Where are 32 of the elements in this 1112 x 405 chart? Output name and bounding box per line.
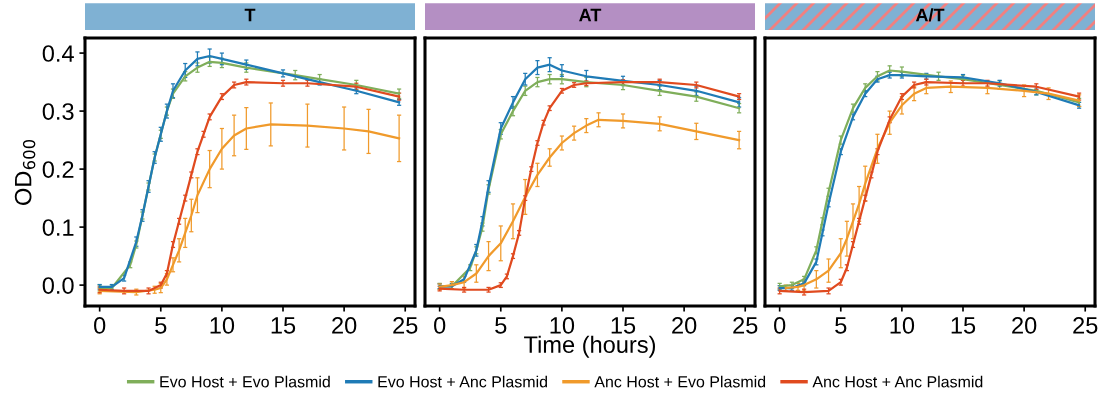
chart-title: A/T: [915, 8, 945, 22]
legend-label: Evo Host + Anc Plasmid: [378, 375, 547, 388]
x-tick-label: 5: [835, 317, 847, 334]
y-axis-title: OD$_{600}$: [14, 139, 36, 205]
x-tick-label: 0: [774, 317, 786, 334]
x-tick-label: 15: [951, 317, 976, 334]
x-axis-title: Time (hours): [524, 335, 655, 358]
x-tick-label: 0: [434, 317, 446, 334]
x-tick-label: 20: [1012, 317, 1037, 334]
x-tick-label: 10: [550, 317, 575, 334]
x-tick-label: 15: [611, 317, 636, 334]
y-tick-label: 0.4: [42, 45, 74, 62]
y-tick-label: 0.0: [42, 277, 74, 294]
x-tick-label: 15: [271, 317, 296, 334]
x-tick-label: 5: [495, 317, 507, 334]
chart-title: T: [244, 8, 256, 22]
x-tick-label: 0: [94, 317, 106, 334]
x-tick-label: 5: [155, 317, 167, 334]
legend-label: Anc Host + Anc Plasmid: [812, 375, 983, 388]
chart-title: AT: [579, 8, 602, 22]
x-tick-label: 10: [890, 317, 915, 334]
y-tick-label: 0.3: [42, 103, 74, 120]
x-tick-label: 25: [1073, 317, 1098, 334]
y-tick-label: 0.2: [42, 161, 74, 178]
legend-label: Anc Host + Evo Plasmid: [594, 375, 766, 388]
x-tick-label: 10: [210, 317, 235, 334]
x-tick-label: 25: [393, 317, 418, 334]
y-tick-label: 0.1: [42, 219, 74, 236]
x-tick-label: 25: [733, 317, 758, 334]
legend-label: Evo Host + Evo Plasmid: [160, 375, 330, 388]
x-tick-label: 20: [672, 317, 697, 334]
x-tick-label: 20: [332, 317, 357, 334]
